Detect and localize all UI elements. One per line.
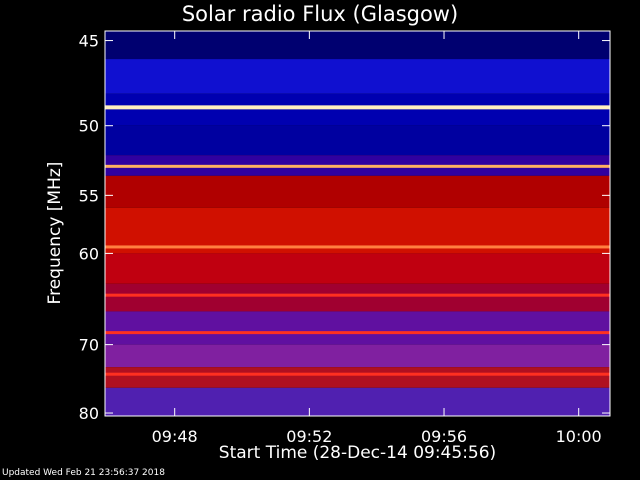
x-tick-label: 09:48 [152,427,198,446]
emission-line [105,293,610,297]
spectrogram-band [105,31,610,60]
spectrogram-band [105,93,610,126]
y-axis-label: Frequency [MHz] [45,161,65,305]
y-tick-label: 80 [79,404,99,423]
spectrogram-band [105,175,610,208]
emission-line [105,164,610,168]
emission-line [105,245,610,249]
x-tick-label: 10:00 [556,427,602,446]
axis-ticks: 45 50 55 60 70 80 09:48 09:52 09:56 10:00 [79,31,610,446]
spectrogram-band [105,253,610,284]
y-tick-label: 50 [79,117,99,136]
spectrogram-band [105,125,610,156]
emission-line [105,105,610,110]
y-tick-label: 60 [79,244,99,263]
y-tick-label: 45 [79,32,99,51]
chart-title: Solar radio Flux (Glasgow) [181,2,459,26]
emission-line [105,331,610,335]
spectrogram-image [105,31,610,416]
spectrogram-band [105,344,610,368]
spectrogram-band [105,367,610,388]
spectrogram-band [105,387,610,416]
spectrogram-band [105,59,610,94]
x-tick-label: 09:52 [286,427,332,446]
updated-timestamp: Updated Wed Feb 21 23:56:37 2018 [2,468,165,478]
x-tick-label: 09:56 [421,427,467,446]
y-tick-label: 55 [79,186,99,205]
x-axis-label: Start Time (28-Dec-14 09:45:56) [218,443,497,463]
spectrogram-band [105,283,610,312]
plot-frame [104,30,611,417]
spectrogram-band [105,311,610,345]
emission-line [105,372,610,376]
y-tick-label: 70 [79,336,99,355]
